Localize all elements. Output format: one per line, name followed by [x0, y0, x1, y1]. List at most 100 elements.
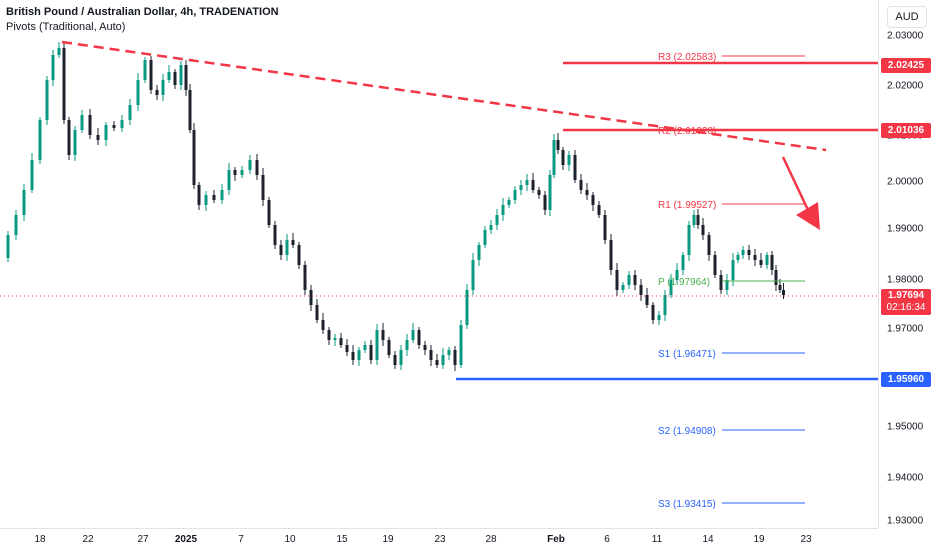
pivot-label-s1: S1 (1.96471) [658, 349, 716, 360]
pivot-label-p: P (1.97964) [658, 277, 710, 288]
price-tick: 2.02000 [887, 80, 924, 92]
price-tick: 1.97000 [887, 323, 924, 335]
candle-body [62, 48, 66, 120]
candle-body [204, 195, 208, 205]
candle-body [363, 345, 367, 350]
candle-body [609, 240, 613, 270]
time-tick: 19 [753, 534, 765, 545]
time-tick: 2025 [174, 534, 198, 545]
pivot-label-r3: R3 (2.02583) [658, 52, 716, 63]
time-tick: 18 [34, 534, 46, 545]
candle-body [719, 275, 723, 290]
candle-body [112, 125, 116, 128]
candle-body [45, 80, 49, 120]
candle-body [303, 265, 307, 290]
currency-button[interactable]: AUD [887, 6, 927, 28]
resistance-price-label: 2.01036 [881, 123, 931, 138]
candle-body [615, 270, 619, 290]
price-tick: 1.99000 [887, 223, 924, 235]
candle-body [261, 175, 265, 200]
candle-body [240, 170, 244, 175]
symbol-title[interactable]: British Pound / Australian Dollar, 4h, T… [6, 6, 279, 18]
price-tick: 1.95000 [887, 421, 924, 433]
candle-body [725, 280, 729, 290]
candle-body [441, 355, 445, 365]
current-price-label: 1.97694 02:16:34 [881, 289, 931, 315]
candle-body [573, 155, 577, 180]
pivot-label-s3: S3 (1.93415) [658, 499, 716, 510]
price-tick: 1.98000 [887, 274, 924, 286]
candle-body [345, 345, 349, 352]
candle-body [267, 200, 271, 225]
price-tick: 2.00000 [887, 176, 924, 188]
candle-body [489, 225, 493, 230]
candle-body [477, 245, 481, 260]
pivot-label-r2: R2 (2.01028) [658, 126, 716, 137]
candle-body [279, 245, 283, 255]
candle-body [701, 225, 705, 235]
candle-body [579, 180, 583, 190]
candle-body [519, 185, 523, 190]
time-tick: 15 [336, 534, 348, 545]
candle-body [167, 72, 171, 80]
time-tick: 7 [238, 534, 244, 545]
candle-body [248, 160, 252, 170]
candle-body [423, 345, 427, 350]
candle-body [22, 190, 26, 215]
time-tick: Feb [547, 534, 565, 545]
candle-body [759, 260, 763, 265]
time-tick: 23 [800, 534, 812, 545]
candle-body [220, 190, 224, 200]
candle-body [552, 140, 556, 175]
candle-body [747, 250, 751, 255]
candle-body [30, 160, 34, 190]
candle-body [603, 215, 607, 240]
candle-body [556, 140, 560, 150]
candle-body [104, 125, 108, 140]
price-tick: 1.93000 [887, 515, 924, 527]
candle-body [543, 195, 547, 210]
time-axis[interactable]: 18 22 27 2025 7 10 15 19 23 28 Feb 6 11 14 19 23 [0, 528, 878, 551]
candle-body [531, 180, 535, 190]
projection-arrow-icon [796, 202, 820, 230]
candle-body [621, 285, 625, 290]
candle-body [483, 230, 487, 245]
candle-body [459, 325, 463, 365]
candle-body [741, 250, 745, 255]
candle-body [297, 245, 301, 265]
candle-body [405, 340, 409, 350]
chart-pane[interactable]: British Pound / Australian Dollar, 4h, T… [0, 0, 878, 528]
chart-canvas[interactable]: R3 (2.02583) R2 (2.01028) R1 (1.99527) P (1… [0, 0, 878, 528]
candle-body [351, 352, 355, 360]
time-tick: 27 [137, 534, 149, 545]
candle-body [327, 330, 331, 340]
price-tick: 1.94000 [887, 472, 924, 484]
descending-trendline [61, 40, 827, 152]
candle-body [136, 80, 140, 105]
candle-body [495, 215, 499, 225]
indicator-title[interactable]: Pivots (Traditional, Auto) [6, 21, 126, 33]
candle-body [192, 130, 196, 185]
candle-body [471, 260, 475, 290]
candle-body [453, 350, 457, 365]
candle-body [696, 215, 700, 225]
candle-body [548, 175, 552, 210]
candle-body [38, 120, 42, 160]
candle-body [88, 115, 92, 135]
candle-body [765, 255, 769, 265]
price-axis[interactable]: AUD 2.030002.020002.010002.000001.990001… [878, 0, 932, 528]
candle-body [627, 275, 631, 285]
candle-body [778, 285, 782, 290]
candle-body [73, 130, 77, 155]
time-tick: 28 [485, 534, 497, 545]
candle-body [369, 345, 373, 360]
candle-body [155, 90, 159, 95]
candle-body [645, 295, 649, 305]
candle-body [357, 350, 361, 360]
candle-body [675, 270, 679, 280]
candle-body [736, 255, 740, 260]
candle-body [465, 290, 469, 325]
candle-body [57, 48, 61, 55]
current-price: 1.97694 [887, 290, 925, 301]
candle-body [692, 215, 696, 225]
